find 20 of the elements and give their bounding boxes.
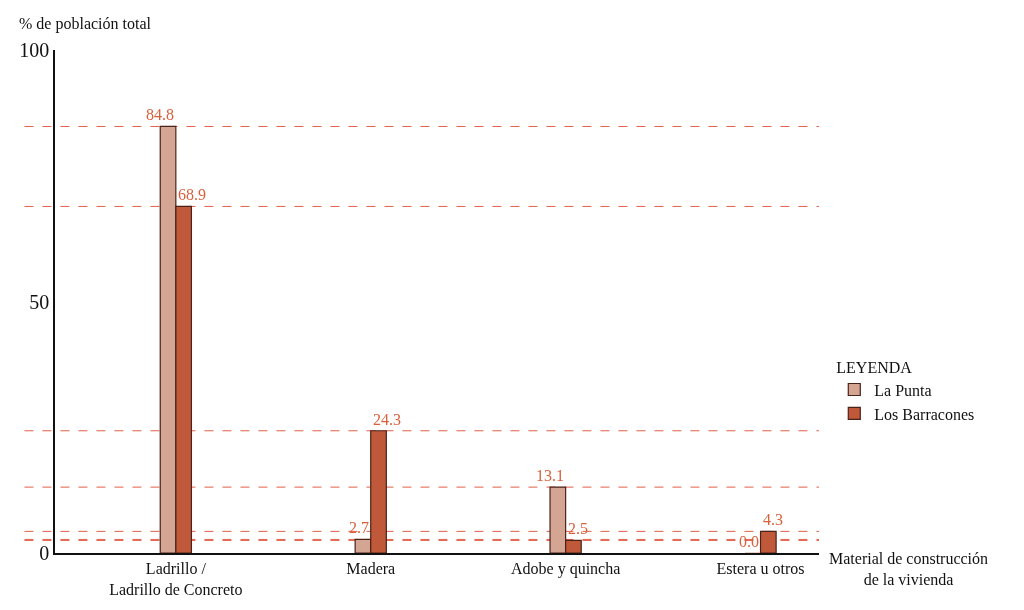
- data-label: 2.5: [568, 520, 588, 537]
- x-tick-label: Madera: [346, 559, 396, 577]
- y-tick-label: 0: [39, 542, 50, 564]
- data-label: 4.3: [763, 511, 783, 528]
- x-axis-title: Material de construcción de la vivienda: [829, 550, 989, 588]
- y-axis-title: % de población total: [19, 15, 152, 33]
- data-label: 0.0: [739, 533, 759, 550]
- legend-label: Los Barracones: [874, 405, 975, 423]
- data-label: 68.9: [178, 186, 206, 203]
- data-label: 13.1: [536, 467, 564, 484]
- data-label: 84.8: [146, 106, 174, 123]
- x-tick-label: Ladrillo / Ladrillo de Concreto: [109, 559, 243, 598]
- legend-label: La Punta: [874, 381, 932, 399]
- legend-title: LEYENDA: [836, 358, 913, 376]
- x-tick-label: Estera u otros: [716, 559, 805, 577]
- y-tick-label: 100: [19, 39, 50, 61]
- data-label: 24.3: [373, 411, 401, 428]
- y-tick-label: 50: [29, 290, 50, 313]
- data-label: 2.7: [349, 519, 369, 536]
- x-tick-label: Adobe y quincha: [510, 559, 621, 578]
